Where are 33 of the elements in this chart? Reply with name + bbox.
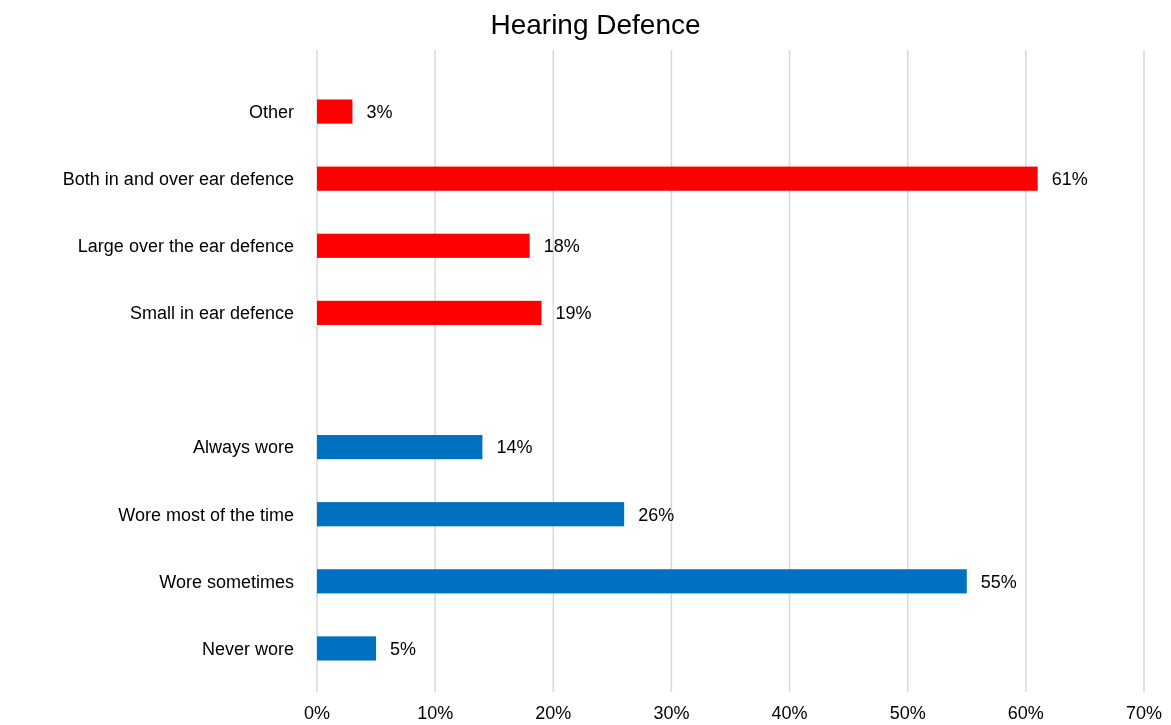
y-tick-label: Small in ear defence [129,303,294,324]
y-tick-label: Large over the ear defence [77,236,294,257]
data-label: 26% [638,504,675,525]
x-tick-label: 50% [889,703,926,723]
y-tick-label: Wore sometimes [159,571,294,592]
bar [317,636,377,661]
data-label: 18% [543,236,580,257]
bar [317,435,483,460]
y-tick-label: Wore most of the time [118,504,294,525]
bar [317,502,625,527]
data-label: 61% [1051,168,1088,189]
chart-title: Hearing Defence [490,9,701,40]
y-tick-label: Always wore [192,437,294,458]
bar [317,233,530,258]
x-tick-label: 30% [653,703,690,723]
x-tick-label: 60% [1007,703,1044,723]
x-tick-label: 10% [417,703,454,723]
data-label: 55% [980,571,1017,592]
bar [317,569,967,594]
data-label: 14% [496,437,533,458]
x-tick-label: 70% [1125,703,1163,723]
bar [317,99,353,124]
bar [317,166,1038,191]
x-tick-label: 20% [535,703,572,723]
data-label: 19% [555,303,592,324]
y-tick-label: Other [248,101,294,122]
y-tick-label: Never wore [201,638,294,659]
x-tick-label: 0% [303,703,331,723]
data-label: 3% [366,101,393,122]
x-tick-label: 40% [771,703,808,723]
bar [317,300,542,325]
y-tick-label: Both in and over ear defence [62,168,294,189]
data-label: 5% [390,638,417,659]
